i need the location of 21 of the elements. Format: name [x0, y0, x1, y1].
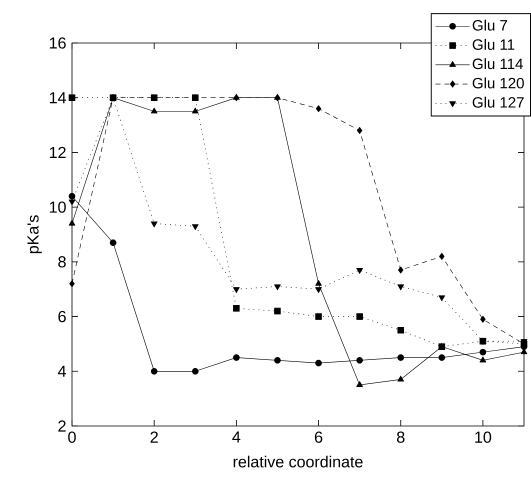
y-tick-label: 16: [50, 37, 66, 49]
x-tick-label: 10: [475, 432, 492, 443]
legend-label: Glu 127: [472, 96, 524, 108]
y-tick-label: 6: [58, 310, 66, 322]
y-axis-title: pKa's: [27, 215, 42, 254]
y-tick-label: 14: [50, 92, 66, 104]
y-tick-label: 2: [58, 420, 66, 432]
x-axis-title: relative coordinate: [234, 456, 363, 468]
y-tick-label: 4: [58, 366, 66, 377]
y-tick-label: 12: [50, 146, 66, 158]
x-tick-label: 8: [396, 432, 404, 443]
x-tick-label: 4: [232, 432, 240, 443]
legend-label: Glu 7: [472, 20, 508, 31]
legend-label: Glu 114: [472, 58, 523, 70]
x-tick-label: 6: [314, 432, 322, 443]
x-tick-label: 0: [68, 432, 76, 443]
legend-label: Glu 120: [472, 77, 524, 88]
y-tick-label: 8: [58, 256, 66, 268]
y-tick-label: 10: [50, 201, 66, 213]
x-tick-label: 2: [150, 432, 158, 443]
legend-label: Glu 11: [472, 38, 514, 50]
